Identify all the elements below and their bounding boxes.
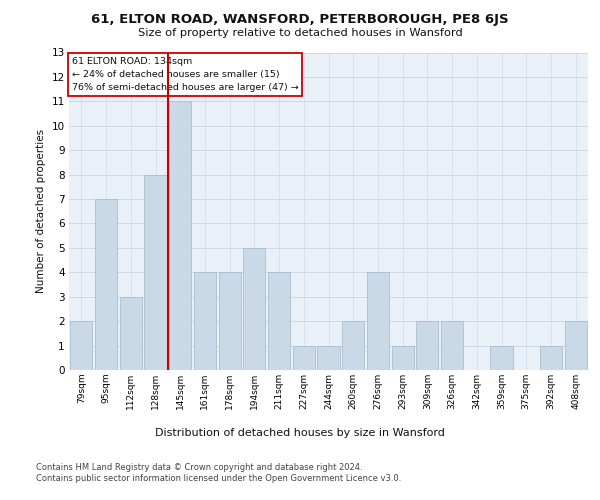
Bar [119,296,142,370]
Bar [441,321,463,370]
Bar [367,272,389,370]
Bar [194,272,216,370]
Bar [540,346,562,370]
Bar [293,346,315,370]
Text: Contains public sector information licensed under the Open Government Licence v3: Contains public sector information licen… [36,474,401,483]
Bar [416,321,439,370]
Bar [565,321,587,370]
Bar [70,321,92,370]
Text: Distribution of detached houses by size in Wansford: Distribution of detached houses by size … [155,428,445,438]
Text: Size of property relative to detached houses in Wansford: Size of property relative to detached ho… [137,28,463,38]
Text: 61, ELTON ROAD, WANSFORD, PETERBOROUGH, PE8 6JS: 61, ELTON ROAD, WANSFORD, PETERBOROUGH, … [91,12,509,26]
Bar [218,272,241,370]
Text: 61 ELTON ROAD: 134sqm
← 24% of detached houses are smaller (15)
76% of semi-deta: 61 ELTON ROAD: 134sqm ← 24% of detached … [71,58,298,92]
Bar [392,346,414,370]
Text: Contains HM Land Registry data © Crown copyright and database right 2024.: Contains HM Land Registry data © Crown c… [36,462,362,471]
Bar [317,346,340,370]
Bar [490,346,512,370]
Bar [169,102,191,370]
Bar [95,199,117,370]
Bar [243,248,265,370]
Bar [268,272,290,370]
Y-axis label: Number of detached properties: Number of detached properties [36,129,46,294]
Bar [342,321,364,370]
Bar [145,174,167,370]
